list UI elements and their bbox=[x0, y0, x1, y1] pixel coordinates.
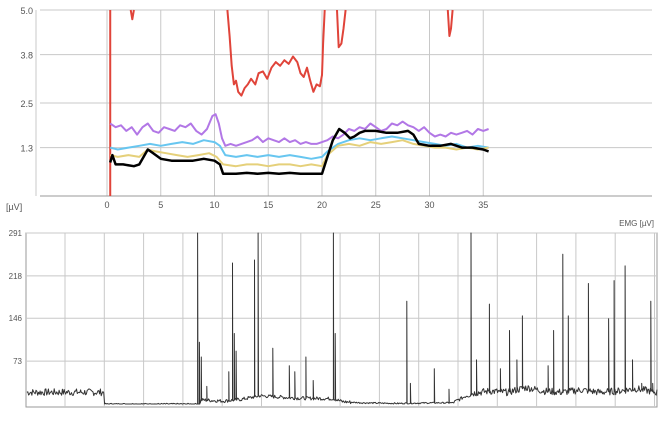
top-series-line-0 bbox=[226, 9, 326, 97]
top-x-tick-labels: 0 5 10 15 20 25 30 35 bbox=[104, 200, 488, 210]
top-x-axis-label: EMG [µV] bbox=[619, 219, 654, 228]
top-series-line-0 bbox=[129, 9, 135, 21]
top-series-line-0 bbox=[446, 9, 454, 37]
top-y-tick-label: 1.3 bbox=[20, 144, 33, 154]
top-y-tick-label: 2.5 bbox=[20, 99, 33, 109]
top-x-tick-label: 15 bbox=[263, 200, 273, 210]
bottom-y-tick-label: 146 bbox=[9, 314, 23, 323]
bottom-chart-frame bbox=[25, 232, 658, 408]
bottom-series bbox=[26, 232, 658, 405]
top-y-tick-labels: 1.3 2.5 3.8 5.0 bbox=[20, 6, 33, 154]
top-y-tick-label: 5.0 bbox=[20, 6, 33, 16]
bottom-grid bbox=[26, 232, 657, 407]
top-x-tick-label: 0 bbox=[104, 200, 109, 210]
top-x-tick-label: 5 bbox=[158, 200, 163, 210]
top-x-tick-label: 35 bbox=[478, 200, 488, 210]
top-series-line-0 bbox=[336, 9, 347, 49]
top-series bbox=[109, 9, 490, 196]
top-series-line-2 bbox=[109, 135, 489, 160]
top-x-tick-label: 25 bbox=[371, 200, 381, 210]
bottom-y-tick-label: 218 bbox=[9, 272, 23, 281]
bottom-y-tick-label: 291 bbox=[9, 229, 23, 238]
top-y-unit-label: [µV] bbox=[6, 202, 22, 212]
bottom-y-tick-labels: 73 146 218 291 bbox=[9, 229, 23, 366]
bottom-y-tick-label: 73 bbox=[13, 357, 22, 366]
top-x-tick-label: 10 bbox=[209, 200, 219, 210]
top-grid bbox=[35, 9, 652, 197]
top-x-tick-label: 30 bbox=[424, 200, 434, 210]
top-y-tick-label: 3.8 bbox=[20, 51, 33, 61]
top-series-line-4 bbox=[109, 127, 490, 175]
top-chart: 1.3 2.5 3.8 5.0 0 5 10 15 20 25 30 35 [µV] EMG [µV… bbox=[6, 6, 654, 228]
bottom-raw-signal-line bbox=[26, 232, 658, 405]
bottom-chart: 73 146 218 291 bbox=[9, 229, 658, 408]
top-x-tick-label: 20 bbox=[317, 200, 327, 210]
top-series-line-1 bbox=[109, 113, 489, 147]
